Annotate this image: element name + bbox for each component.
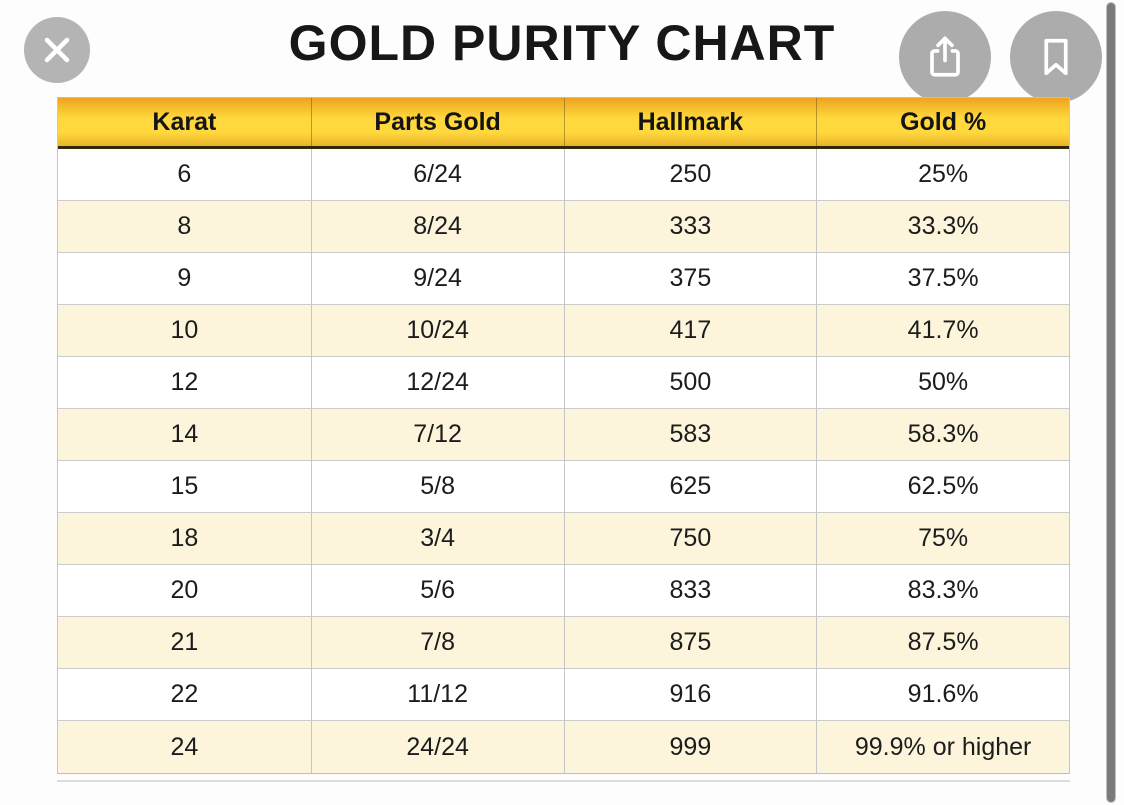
cell-karat: 22 — [170, 680, 199, 708]
cell-hallmark: 833 — [563, 565, 817, 616]
table-row: 15 5/8 625 62.5% — [58, 461, 1069, 513]
table-row: 18 3/4 750 75% — [58, 513, 1069, 565]
cell-hallmark: 500 — [563, 357, 817, 408]
cell-parts-gold: 12/24 — [310, 357, 564, 408]
cell-parts-gold: 5/8 — [310, 461, 564, 512]
cell-gold-pct: 50% — [816, 357, 1069, 408]
cell-gold-pct: 37.5% — [816, 253, 1069, 304]
column-header-gold-pct: Gold % — [816, 98, 1069, 146]
cell-karat: 15 — [170, 472, 199, 500]
page-title: GOLD PURITY CHART — [288, 15, 836, 71]
cell-karat: 18 — [170, 524, 199, 552]
cell-hallmark: 916 — [563, 669, 817, 720]
cell-karat: 20 — [170, 576, 199, 604]
table-row: 12 12/24 500 50% — [58, 357, 1069, 409]
cell-parts-gold: 7/12 — [310, 409, 564, 460]
cell-karat: 21 — [170, 628, 199, 656]
table-header: Karat Parts Gold Hallmark Gold % — [58, 97, 1069, 149]
cell-gold-pct: 87.5% — [816, 617, 1069, 668]
cell-karat: 10 — [170, 316, 199, 344]
cell-parts-gold: 6/24 — [310, 149, 564, 200]
bookmark-button[interactable] — [1010, 11, 1102, 103]
cell-hallmark: 333 — [563, 201, 817, 252]
bookmark-outline-icon — [1030, 31, 1082, 83]
table-row: 21 7/8 875 87.5% — [58, 617, 1069, 669]
table-body: 6 6/24 250 25% 8 8/24 333 33.3% 9 9/24 375 37.5% 10 1… — [58, 149, 1069, 773]
cell-karat: 8 — [177, 212, 192, 240]
cell-gold-pct: 58.3% — [816, 409, 1069, 460]
cell-karat: 14 — [170, 420, 199, 448]
cell-parts-gold: 7/8 — [310, 617, 564, 668]
table-row: 20 5/6 833 83.3% — [58, 565, 1069, 617]
cell-gold-pct: 99.9% or higher — [816, 721, 1069, 773]
cell-hallmark: 750 — [563, 513, 817, 564]
column-header-hallmark: Hallmark — [563, 98, 817, 146]
share-button[interactable] — [899, 11, 991, 103]
cell-parts-gold: 24/24 — [310, 721, 564, 773]
cell-hallmark: 999 — [563, 721, 817, 773]
cell-parts-gold: 10/24 — [310, 305, 564, 356]
share-up-arrow-icon — [919, 31, 971, 83]
cell-gold-pct: 25% — [816, 149, 1069, 200]
cell-parts-gold: 9/24 — [310, 253, 564, 304]
cell-gold-pct: 91.6% — [816, 669, 1069, 720]
close-button[interactable] — [24, 17, 90, 83]
scrollbar-thumb[interactable] — [1106, 2, 1116, 803]
table-row: 9 9/24 375 37.5% — [58, 253, 1069, 305]
table-row: 10 10/24 417 41.7% — [58, 305, 1069, 357]
cell-parts-gold: 8/24 — [310, 201, 564, 252]
cell-hallmark: 375 — [563, 253, 817, 304]
cell-gold-pct: 83.3% — [816, 565, 1069, 616]
cell-karat: 9 — [177, 264, 192, 292]
cell-parts-gold: 3/4 — [310, 513, 564, 564]
table-bottom-shadow — [57, 780, 1070, 782]
cell-gold-pct: 62.5% — [816, 461, 1069, 512]
cell-hallmark: 875 — [563, 617, 817, 668]
table-row: 24 24/24 999 99.9% or higher — [58, 721, 1069, 773]
cell-hallmark: 417 — [563, 305, 817, 356]
cell-karat: 12 — [170, 368, 199, 396]
cell-parts-gold: 5/6 — [310, 565, 564, 616]
table-row: 14 7/12 583 58.3% — [58, 409, 1069, 461]
cell-gold-pct: 75% — [816, 513, 1069, 564]
cell-gold-pct: 41.7% — [816, 305, 1069, 356]
cell-parts-gold: 11/12 — [310, 669, 564, 720]
column-header-parts-gold: Parts Gold — [310, 98, 564, 146]
cell-hallmark: 583 — [563, 409, 817, 460]
cell-karat: 6 — [177, 160, 192, 188]
table-row: 8 8/24 333 33.3% — [58, 201, 1069, 253]
gold-purity-table: Karat Parts Gold Hallmark Gold % 6 6/24 25… — [57, 97, 1070, 774]
cell-karat: 24 — [170, 732, 199, 761]
cell-hallmark: 250 — [563, 149, 817, 200]
table-row: 6 6/24 250 25% — [58, 149, 1069, 201]
close-x-icon — [40, 33, 74, 67]
scrollbar-track — [1104, 0, 1119, 805]
table-row: 22 11/12 916 91.6% — [58, 669, 1069, 721]
cell-hallmark: 625 — [563, 461, 817, 512]
cell-gold-pct: 33.3% — [816, 201, 1069, 252]
column-header-karat: Karat — [152, 107, 217, 136]
